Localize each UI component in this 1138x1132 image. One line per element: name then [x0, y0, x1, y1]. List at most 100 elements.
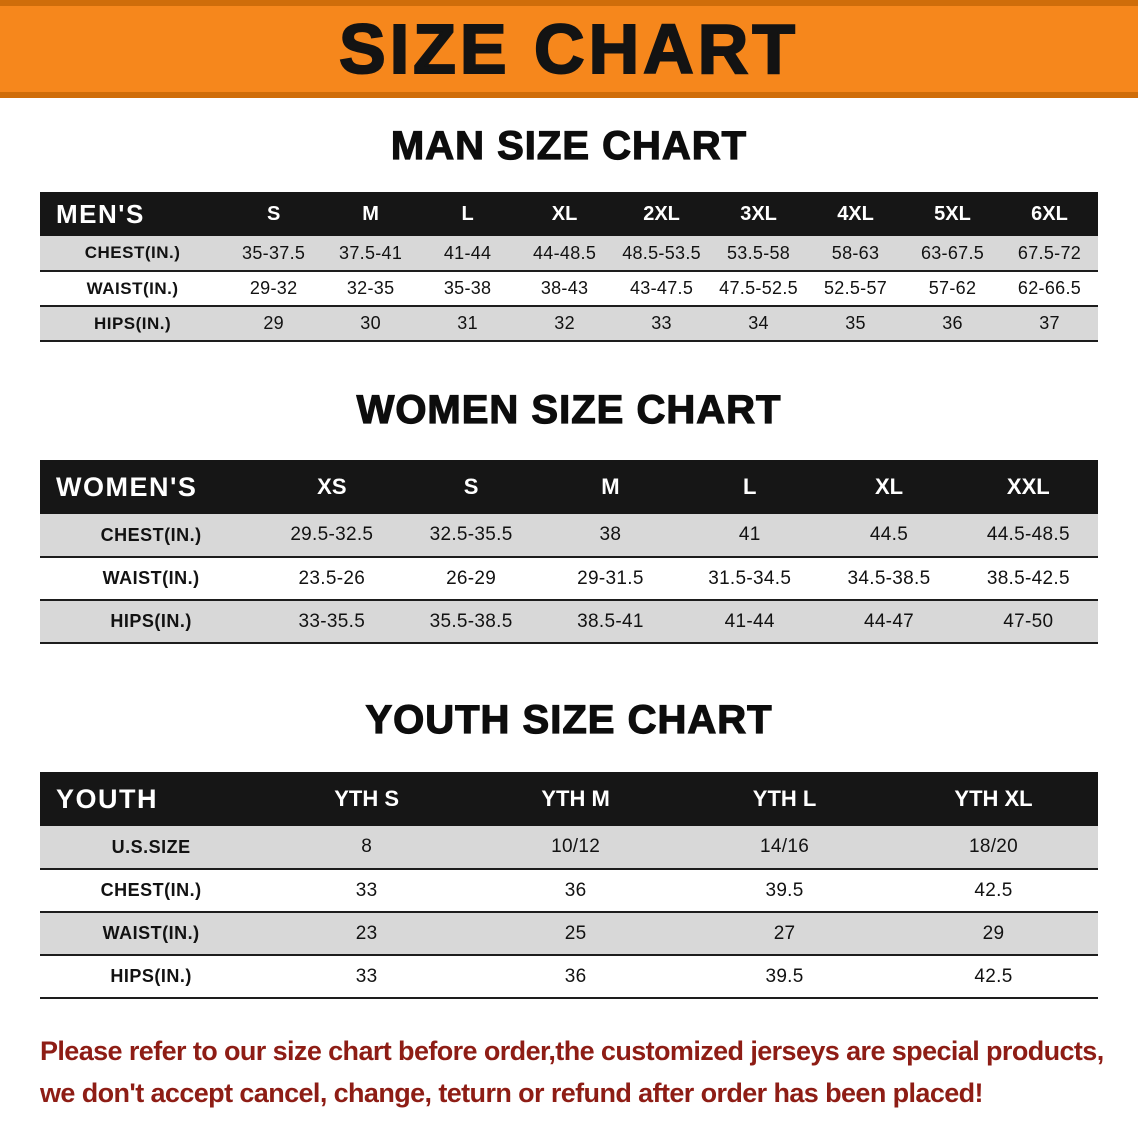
size-value-cell: 37: [1039, 313, 1060, 333]
size-value-cell: 33: [355, 879, 378, 901]
size-column-header: XL: [819, 460, 959, 514]
row-label: WAIST(IN.): [102, 923, 200, 943]
table-row: CHEST(IN.) 29.5-32.5 32.5-35.5 38 41 44.5 44.5…: [40, 514, 1098, 557]
size-value-cell: 10/12: [551, 836, 601, 857]
table-row: WAIST(IN.) 23 25 27 29: [40, 912, 1098, 955]
men-size-table: MEN'S S M L XL 2XL 3XL 4XL 5XL 6XL CHEST(IN.) 35-37…: [40, 192, 1098, 342]
size-value-cell: 38.5-42.5: [986, 567, 1070, 589]
table-head: YOUTH YTH S YTH M YTH L YTH XL: [40, 772, 1098, 826]
size-value-cell: 32-35: [346, 278, 395, 298]
size-value-cell: 38: [599, 524, 622, 545]
size-value-cell: 31.5-34.5: [708, 567, 792, 589]
size-column-header: L: [680, 460, 820, 514]
size-value-cell: 23: [355, 922, 378, 944]
table-body: CHEST(IN.) 35-37.5 37.5-41 41-44 44-48.5 48.5…: [40, 236, 1098, 341]
table-header-row: WOMEN'S XS S M L XL XXL: [40, 460, 1098, 514]
size-column-header: 2XL: [613, 192, 711, 236]
table-head: MEN'S S M L XL 2XL 3XL 4XL 5XL 6XL: [40, 192, 1098, 236]
table-row: CHEST(IN.) 33 36 39.5 42.5: [40, 869, 1098, 912]
size-value-cell: 47-50: [1003, 610, 1054, 632]
size-value-cell: 36: [564, 879, 587, 901]
table-row: CHEST(IN.) 35-37.5 37.5-41 41-44 44-48.5 48.5…: [40, 236, 1098, 271]
size-value-cell: 34.5-38.5: [847, 567, 931, 589]
row-label: WAIST(IN.): [86, 278, 179, 298]
men-section-title: MAN SIZE CHART: [390, 123, 748, 168]
size-value-cell: 36: [564, 965, 587, 987]
size-value-cell: 44.5-48.5: [986, 524, 1070, 545]
disclaimer: Please refer to our size chart before or…: [40, 1031, 1138, 1115]
size-value-cell: 29: [263, 313, 284, 333]
row-label: CHEST(IN.): [100, 880, 202, 900]
size-value-cell: 38.5-41: [577, 610, 644, 632]
size-column-header: M: [322, 192, 420, 236]
size-value-cell: 35.5-38.5: [429, 610, 513, 632]
table-row: HIPS(IN.) 29 30 31 32 33 34 35 36 37: [40, 306, 1098, 341]
size-value-cell: 67.5-72: [1017, 242, 1082, 263]
table-head: WOMEN'S XS S M L XL XXL: [40, 460, 1098, 514]
size-value-cell: 36: [942, 313, 963, 333]
size-value-cell: 8: [361, 836, 373, 857]
table-title-cell: WOMEN'S: [40, 460, 263, 514]
row-label: U.S.SIZE: [111, 836, 191, 857]
size-column-header: 3XL: [710, 192, 808, 236]
size-value-cell: 35-38: [443, 278, 492, 298]
size-value-cell: 33: [355, 965, 378, 987]
row-label: HIPS(IN.): [93, 313, 172, 333]
size-value-cell: 41-44: [724, 610, 775, 632]
size-value-cell: 31: [457, 313, 478, 333]
size-value-cell: 41-44: [443, 242, 492, 263]
size-value-cell: 44-48.5: [533, 242, 597, 263]
size-column-header: 5XL: [904, 192, 1002, 236]
row-label: HIPS(IN.): [110, 611, 192, 631]
size-column-header: YTH L: [680, 772, 890, 826]
size-value-cell: 39.5: [765, 965, 804, 987]
size-column-header: XXL: [958, 460, 1098, 514]
size-value-cell: 32.5-35.5: [429, 524, 513, 545]
size-value-cell: 27: [773, 922, 796, 944]
disclaimer-line-2: we don't accept cancel, change, teturn o…: [40, 1077, 984, 1108]
size-value-cell: 37.5-41: [339, 242, 403, 263]
size-value-cell: 29.5-32.5: [290, 524, 374, 545]
size-value-cell: 38-43: [540, 278, 589, 298]
size-value-cell: 53.5-58: [726, 242, 791, 263]
table-row: U.S.SIZE 8 10/12 14/16 18/20: [40, 826, 1098, 869]
size-column-header: XS: [262, 460, 402, 514]
size-value-cell: 62-66.5: [1017, 278, 1082, 298]
size-value-cell: 58-63: [831, 242, 880, 263]
size-value-cell: 39.5: [765, 879, 804, 901]
size-value-cell: 18/20: [968, 836, 1019, 857]
size-value-cell: 57-62: [928, 278, 977, 298]
table-header-row: YOUTH YTH S YTH M YTH L YTH XL: [40, 772, 1098, 826]
size-column-header: S: [225, 192, 323, 236]
youth-section-title: YOUTH SIZE CHART: [365, 697, 773, 742]
size-value-cell: 42.5: [974, 879, 1013, 901]
row-label: CHEST(IN.): [84, 243, 181, 262]
size-value-cell: 44-47: [863, 610, 915, 632]
table-header-row: MEN'S S M L XL 2XL 3XL 4XL 5XL 6XL: [40, 192, 1098, 236]
size-value-cell: 34: [748, 313, 769, 333]
men-size-section: MAN SIZE CHART MEN'S S M L XL 2XL 3XL 4XL 5XL 6XL…: [0, 123, 1138, 342]
size-column-header: YTH XL: [889, 772, 1098, 826]
women-size-table: WOMEN'S XS S M L XL XXL CHEST(IN.) 29.5-32.5 32.5…: [40, 460, 1098, 644]
size-value-cell: 35-37.5: [242, 242, 306, 263]
table-body: CHEST(IN.) 29.5-32.5 32.5-35.5 38 41 44.5 44.5…: [40, 514, 1098, 643]
size-value-cell: 52.5-57: [823, 278, 888, 298]
size-column-header: S: [401, 460, 541, 514]
table-body: U.S.SIZE 8 10/12 14/16 18/20 CHEST(IN.) 33 36 39…: [40, 826, 1098, 998]
size-value-cell: 41: [738, 524, 761, 545]
size-column-header: YTH S: [262, 772, 472, 826]
size-column-header: L: [419, 192, 517, 236]
size-value-cell: 43-47.5: [629, 278, 694, 298]
youth-size-table: YOUTH YTH S YTH M YTH L YTH XL U.S.SIZE 8 10/12…: [40, 772, 1098, 999]
size-value-cell: 44.5: [869, 524, 909, 545]
table-title-cell: YOUTH: [40, 772, 263, 826]
size-value-cell: 47.5-52.5: [719, 278, 798, 298]
table-row: WAIST(IN.) 23.5-26 26-29 29-31.5 31.5-34.5 34…: [40, 557, 1098, 600]
size-value-cell: 30: [360, 313, 381, 333]
row-label: CHEST(IN.): [100, 524, 202, 545]
size-value-cell: 48.5-53.5: [622, 242, 701, 263]
women-section-title: WOMEN SIZE CHART: [356, 387, 782, 432]
size-value-cell: 63-67.5: [920, 242, 985, 263]
banner: SIZE CHART: [0, 0, 1138, 98]
size-column-header: M: [540, 460, 681, 514]
